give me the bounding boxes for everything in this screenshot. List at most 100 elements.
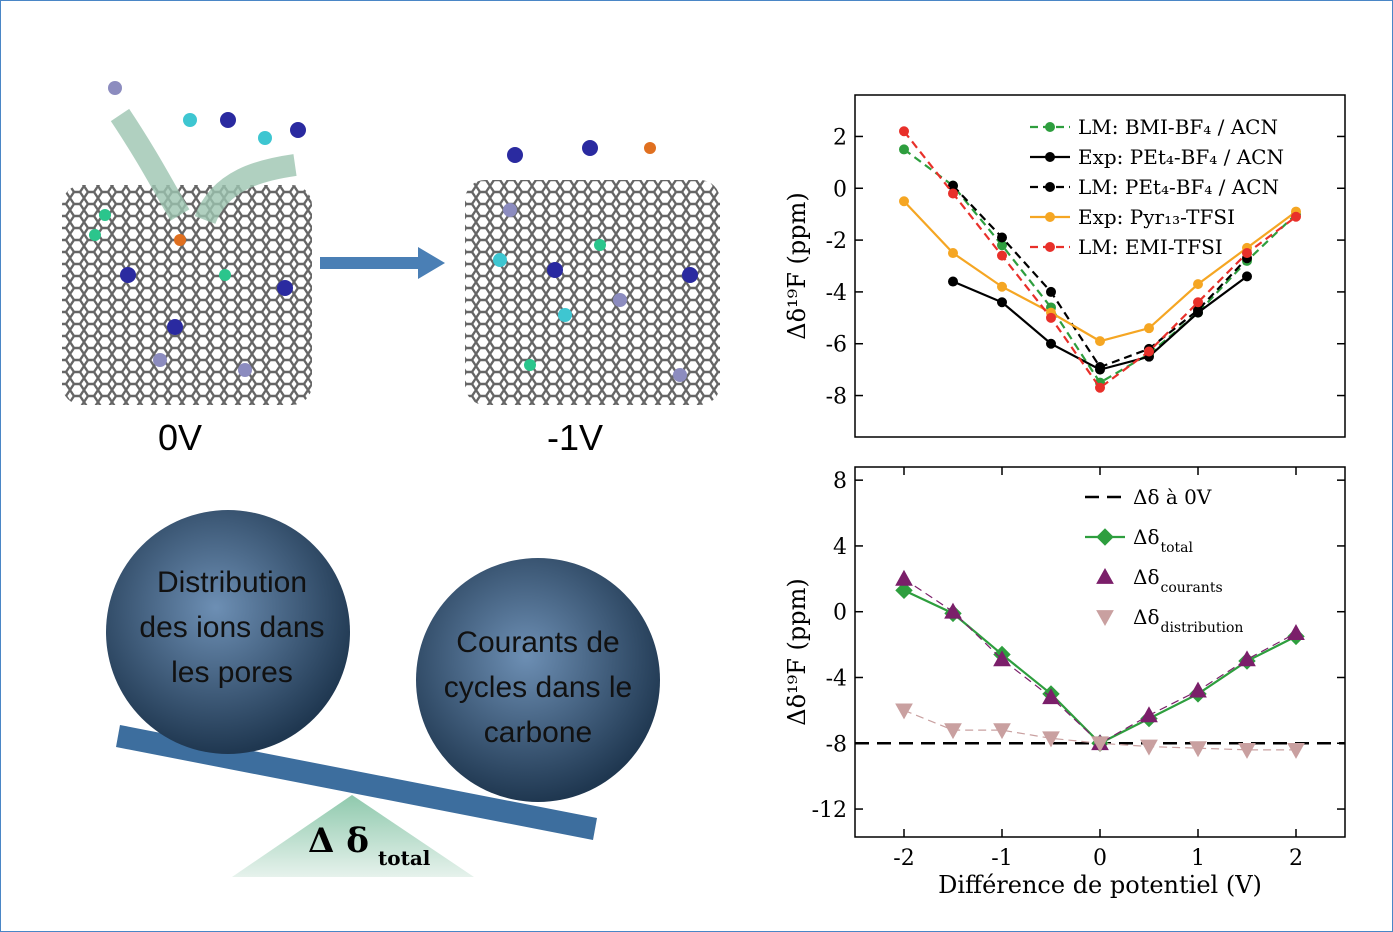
marker xyxy=(1096,567,1114,584)
marker xyxy=(895,581,913,600)
series-line xyxy=(952,275,1248,371)
marker xyxy=(1238,650,1256,667)
legend-label-sub: courants xyxy=(1160,580,1222,596)
voltage-label: -1V xyxy=(547,417,603,458)
marker xyxy=(997,250,1007,261)
marker xyxy=(1193,297,1203,308)
beam xyxy=(116,725,597,840)
legend-label: Δδ xyxy=(1133,565,1159,589)
marker xyxy=(1287,742,1305,759)
x-tick-label: -1 xyxy=(991,846,1012,871)
marker xyxy=(1287,624,1305,640)
marker xyxy=(1242,248,1252,259)
marker xyxy=(1045,212,1055,222)
marker xyxy=(1095,382,1105,393)
marker xyxy=(993,723,1011,740)
marker xyxy=(1189,741,1207,758)
marker xyxy=(1189,681,1207,698)
plot-frame xyxy=(854,466,1346,838)
marker xyxy=(997,232,1007,243)
y-tick-label: 2 xyxy=(833,125,847,150)
legend-label: Δδ xyxy=(1133,605,1159,629)
marker xyxy=(1140,739,1158,756)
y-axis-label: Δδ¹⁹F (ppm) xyxy=(783,192,811,340)
y-tick-label: -12 xyxy=(812,798,847,823)
x-tick-label: 2 xyxy=(1289,846,1303,871)
legend-label-sub: distribution xyxy=(1160,620,1243,636)
plot-frame xyxy=(854,94,1346,438)
marker xyxy=(1291,211,1301,222)
y-tick-label: 0 xyxy=(833,601,847,626)
ball xyxy=(106,510,350,754)
x-tick-label: 1 xyxy=(1191,846,1205,871)
marker xyxy=(1046,312,1056,323)
marker xyxy=(1140,706,1158,723)
marker xyxy=(997,297,1007,308)
marker xyxy=(1144,323,1154,334)
series-line xyxy=(903,578,1297,745)
marker xyxy=(1144,346,1154,357)
marker xyxy=(993,650,1011,667)
marker xyxy=(1046,286,1056,297)
marker xyxy=(1193,279,1203,290)
marker xyxy=(1045,242,1055,252)
y-tick-label: -4 xyxy=(826,666,847,691)
legend-label: Δδ xyxy=(1133,525,1159,549)
balance-label: Δ δ xyxy=(308,821,369,861)
y-tick-label: -6 xyxy=(826,333,847,358)
marker xyxy=(1091,736,1109,753)
marker xyxy=(1238,742,1256,759)
x-axis-label: Différence de potentiel (V) xyxy=(938,871,1262,899)
marker xyxy=(1042,688,1060,705)
y-tick-label: -2 xyxy=(826,229,847,254)
balance-label-sub: total xyxy=(378,846,431,870)
legend-label-sub: total xyxy=(1160,540,1193,556)
series-line xyxy=(903,130,1297,390)
voltage-label: 0V xyxy=(158,417,202,458)
molecule-snapshot xyxy=(465,140,720,405)
legend-label: Δδ à 0V xyxy=(1133,485,1212,509)
marker xyxy=(899,196,909,207)
ball xyxy=(416,558,660,802)
y-tick-label: -4 xyxy=(826,281,847,306)
legend-label: LM: PEt₄-BF₄ / ACN xyxy=(1078,175,1279,199)
x-tick-label: -2 xyxy=(893,846,914,871)
marker xyxy=(948,276,958,287)
marker xyxy=(1045,122,1055,132)
marker xyxy=(1046,338,1056,349)
ball-text: Courants de xyxy=(456,626,619,659)
marker xyxy=(899,144,909,155)
charts: 2 0 -2 -4 -6 -8 Δδ¹⁹F (ppm) LM: BMI-BF₄ / ACN Ex… xyxy=(783,94,1346,899)
marker xyxy=(944,602,962,619)
marker xyxy=(1095,362,1105,373)
marker xyxy=(895,703,913,720)
y-tick-label: -8 xyxy=(826,385,847,410)
ball-text: carbone xyxy=(484,716,592,749)
y-axis-label: Δδ¹⁹F (ppm) xyxy=(783,578,811,726)
marker xyxy=(1045,152,1055,162)
molecule-snapshot xyxy=(62,81,312,405)
arrow xyxy=(320,247,445,279)
legend-label: LM: EMI-TFSI xyxy=(1078,235,1223,259)
legend-label: Exp: PEt₄-BF₄ / ACN xyxy=(1078,145,1284,169)
y-tick-label: 4 xyxy=(833,535,847,560)
marker xyxy=(899,126,909,137)
marker xyxy=(1045,182,1055,192)
marker xyxy=(948,248,958,259)
marker xyxy=(944,723,962,740)
marker xyxy=(948,188,958,199)
y-tick-label: -8 xyxy=(826,732,847,757)
x-tick-label: 0 xyxy=(1093,846,1107,871)
ball-text: des ions dans xyxy=(139,611,324,644)
ball-text: Distribution xyxy=(157,566,307,599)
fulcrum xyxy=(232,795,474,877)
y-tick-label: 8 xyxy=(833,469,847,494)
legend-label: LM: BMI-BF₄ / ACN xyxy=(1078,115,1278,139)
ball-text: cycles dans le xyxy=(444,671,632,704)
marker xyxy=(1095,336,1105,347)
marker xyxy=(1096,528,1114,546)
marker xyxy=(997,281,1007,292)
marker xyxy=(1242,271,1252,282)
